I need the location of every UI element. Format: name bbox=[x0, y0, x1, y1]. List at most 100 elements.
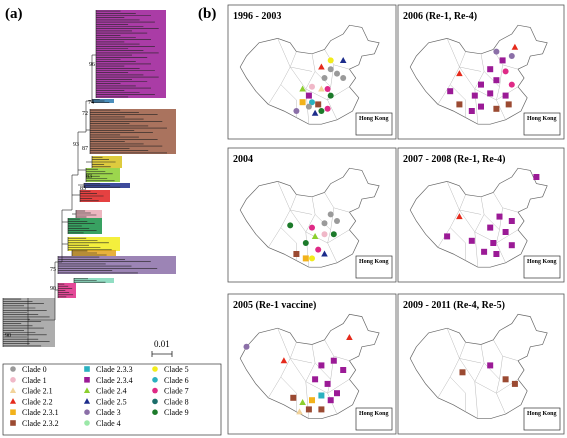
map-marker bbox=[305, 406, 312, 413]
legend-label: Clade 1 bbox=[22, 376, 47, 385]
map-marker bbox=[502, 229, 509, 235]
node-label: 72 bbox=[82, 111, 88, 117]
legend-marker bbox=[84, 420, 90, 426]
map-marker bbox=[511, 43, 519, 50]
map-marker bbox=[305, 92, 312, 99]
legend-label: Clade 6 bbox=[164, 376, 189, 385]
map-marker bbox=[493, 105, 500, 112]
hong-kong-label: Hong Kong bbox=[359, 116, 389, 122]
province-border bbox=[499, 356, 503, 380]
map-title: 2006 (Re-1, Re-4) bbox=[403, 11, 477, 22]
scale-bar: 0.01 bbox=[151, 339, 173, 357]
map-marker bbox=[502, 68, 509, 75]
map-marker bbox=[321, 75, 328, 81]
map-marker bbox=[508, 218, 515, 224]
map-marker bbox=[324, 86, 331, 92]
legend-marker bbox=[83, 398, 91, 404]
hong-kong-label: Hong Kong bbox=[527, 259, 557, 265]
map-marker bbox=[318, 362, 325, 369]
legend-marker bbox=[10, 409, 16, 415]
map-marker bbox=[318, 85, 325, 92]
legend-marker bbox=[152, 366, 158, 372]
map-marker bbox=[502, 376, 509, 383]
map-marker bbox=[481, 248, 488, 255]
map-marker bbox=[299, 85, 306, 92]
map-panel: 2004 Hong Kong bbox=[227, 147, 397, 283]
map-marker bbox=[280, 357, 288, 364]
hong-kong-inset bbox=[523, 112, 561, 136]
hong-kong-inset bbox=[523, 407, 561, 431]
map-marker bbox=[243, 343, 250, 350]
map-marker bbox=[496, 213, 503, 220]
panel-a-letter: (a) bbox=[5, 6, 23, 22]
map-marker bbox=[327, 92, 334, 99]
node-label: 74 bbox=[88, 100, 94, 106]
hong-kong-label: Hong Kong bbox=[527, 116, 557, 122]
map-marker bbox=[334, 390, 340, 397]
map-marker bbox=[487, 66, 494, 73]
node-label: 90 bbox=[50, 286, 56, 292]
province-border bbox=[459, 358, 519, 394]
legend-label: Clade 2.3.1 bbox=[22, 408, 59, 417]
map-marker bbox=[312, 376, 319, 383]
legend-box bbox=[2, 363, 222, 436]
map-marker bbox=[302, 255, 309, 262]
map-marker bbox=[305, 103, 312, 110]
node-label: 90 bbox=[5, 333, 11, 339]
map-title: 2004 bbox=[233, 154, 253, 165]
hong-kong-label: Hong Kong bbox=[359, 411, 389, 417]
province-border bbox=[268, 51, 297, 105]
map-marker bbox=[318, 392, 325, 399]
legend-marker bbox=[84, 409, 90, 416]
province-border bbox=[289, 66, 350, 101]
map-marker bbox=[287, 222, 294, 229]
legend-marker bbox=[10, 366, 16, 372]
legend-marker bbox=[152, 398, 158, 405]
map-marker bbox=[309, 83, 315, 90]
map-marker bbox=[444, 233, 451, 240]
map-marker bbox=[327, 66, 334, 73]
map-marker bbox=[456, 213, 463, 220]
province-border bbox=[499, 64, 503, 87]
map-marker bbox=[505, 101, 512, 108]
map-marker bbox=[459, 369, 466, 376]
map-marker bbox=[456, 70, 463, 77]
legend-marker bbox=[152, 409, 158, 416]
legend-label: Clade 2.3.4 bbox=[96, 376, 133, 385]
legend-marker bbox=[10, 420, 16, 426]
map-marker bbox=[296, 408, 303, 415]
legend-marker bbox=[84, 377, 90, 383]
node-label: 75 bbox=[50, 267, 56, 273]
map-marker bbox=[493, 48, 500, 55]
hong-kong-label: Hong Kong bbox=[359, 259, 389, 265]
hong-kong-label: Hong Kong bbox=[527, 411, 557, 417]
legend-marker bbox=[9, 398, 17, 404]
legend-label: Clade 2.3.2 bbox=[22, 419, 59, 428]
map-marker bbox=[493, 251, 500, 257]
legend-label: Clade 2.1 bbox=[22, 387, 53, 396]
legend-marker bbox=[9, 387, 17, 393]
map-marker bbox=[315, 246, 322, 253]
node-label: 96 bbox=[89, 62, 95, 68]
map-marker bbox=[340, 367, 347, 373]
province-border bbox=[437, 342, 466, 398]
province-border bbox=[289, 358, 350, 394]
hong-kong-inset bbox=[523, 255, 561, 279]
hong-kong-inset bbox=[355, 255, 393, 279]
map-marker bbox=[493, 77, 500, 84]
clade-block-1 bbox=[76, 210, 102, 218]
province-border bbox=[450, 84, 466, 118]
map-marker bbox=[487, 224, 494, 231]
map-marker bbox=[468, 108, 475, 114]
phylogenetic-tree-panel: (a) 96 74 72 93 87 83 bbox=[2, 6, 176, 357]
node-label: 87 bbox=[82, 146, 88, 152]
hong-kong-inset bbox=[355, 407, 393, 431]
map-marker bbox=[487, 90, 494, 97]
map-title: 2007 - 2008 (Re-1, Re-4) bbox=[403, 154, 505, 165]
map-marker bbox=[309, 397, 315, 404]
province-border bbox=[330, 207, 335, 230]
map-marker bbox=[309, 224, 315, 231]
clade-block-7 bbox=[58, 283, 76, 298]
